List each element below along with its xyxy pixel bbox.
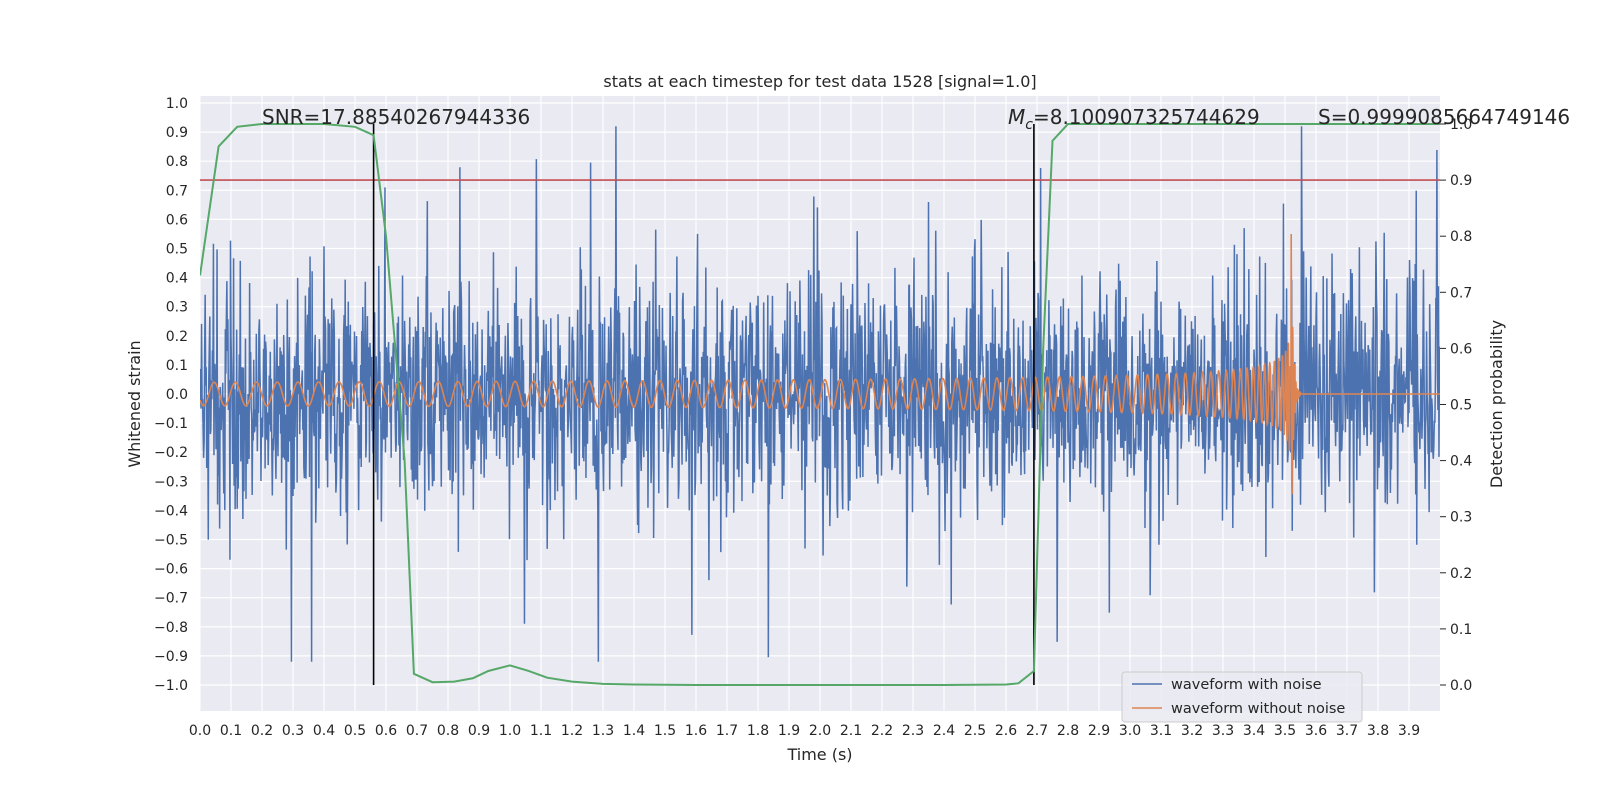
y-left-tick-label: 0.6 [166,212,188,228]
x-tick-label: 3.3 [1212,723,1234,739]
y-left-tick-label: −0.9 [154,649,188,665]
x-tick-label: 1.6 [685,723,707,739]
legend-label-noise: waveform with noise [1171,677,1322,693]
x-tick-label: 1.9 [778,723,800,739]
x-tick-label: 0.1 [220,723,242,739]
y-right-tick-label: 0.3 [1450,510,1472,526]
x-tick-label: 1.7 [716,723,738,739]
y-left-axis-ticks: 1.0 0.9 0.8 0.7 0.6 0.5 0.4 0.3 0.2 0.1 0.0 −0.1 −0.… [154,96,188,694]
legend-label-chirp: waveform without noise [1171,701,1345,717]
x-axis-ticks: 0.0 0.1 0.2 0.3 0.4 0.5 0.6 0.7 0.8 0.9 1.0 1.1 1.2 1… [189,723,1420,739]
x-tick-label: 2.8 [1057,723,1079,739]
x-tick-label: 3.6 [1305,723,1327,739]
legend-box [1121,671,1363,723]
y-right-axis-ticks: 1.0 0.9 0.8 0.7 0.6 0.5 0.4 0.3 0.2 0.1 0.0 [1440,117,1472,694]
x-tick-label: 2.9 [1088,723,1110,739]
y-left-tick-label: 0.0 [166,387,188,403]
x-tick-label: 0.3 [282,723,304,739]
y-left-tick-label: −0.1 [154,416,188,432]
y-left-tick-label: 0.2 [166,329,188,345]
x-tick-label: 1.2 [561,723,583,739]
x-tick-label: 3.4 [1243,723,1265,739]
series-waveform-without-noise [200,233,1440,495]
y-left-tick-label: 0.1 [166,358,188,374]
x-tick-label: 0.5 [344,723,366,739]
x-tick-label: 2.4 [933,723,955,739]
y-left-tick-label: −1.0 [154,678,188,694]
y-left-tick-label: −0.3 [154,474,188,490]
x-tick-label: 1.3 [592,723,614,739]
y-left-tick-label: 0.8 [166,154,188,170]
x-tick-label: 3.5 [1274,723,1296,739]
x-tick-label: 2.2 [871,723,893,739]
x-axis-label: Time (s) [786,745,852,764]
chart-title: stats at each timestep for test data 152… [603,72,1036,91]
x-tick-label: 1.1 [530,723,552,739]
y-left-tick-label: −0.4 [154,503,188,519]
x-tick-label: 3.9 [1398,723,1420,739]
snr-annotation: SNR=17.88540267944336 [262,105,530,129]
y-right-axis-label: Detection probability [1487,320,1506,488]
y-left-tick-label: 0.9 [166,125,188,141]
y-left-tick-label: −0.8 [154,620,188,636]
y-left-tick-label: 1.0 [166,96,188,112]
overlay [200,123,1440,686]
y-right-tick-label: 0.9 [1450,173,1472,189]
x-tick-label: 2.0 [809,723,831,739]
legend: waveform with noise waveform without noi… [1121,671,1363,723]
x-tick-label: 0.4 [313,723,335,739]
y-left-tick-label: 0.5 [166,242,188,258]
x-tick-label: 1.8 [747,723,769,739]
x-tick-label: 2.1 [840,723,862,739]
x-tick-label: 2.6 [995,723,1017,739]
x-tick-label: 0.9 [468,723,490,739]
x-tick-label: 3.0 [1119,723,1141,739]
y-left-tick-label: −0.7 [154,591,188,607]
x-tick-label: 2.7 [1026,723,1048,739]
x-tick-label: 1.0 [499,723,521,739]
chirp-line [200,233,1440,495]
y-right-tick-label: 0.6 [1450,341,1472,357]
x-tick-label: 3.8 [1367,723,1389,739]
y-right-tick-label: 0.1 [1450,622,1472,638]
x-tick-label: 3.1 [1150,723,1172,739]
chirp-mass-value: =8.100907325744629 [1033,105,1260,129]
x-tick-label: 0.8 [437,723,459,739]
y-right-tick-label: 1.0 [1450,117,1472,133]
y-left-axis-label: Whitened strain [125,340,144,467]
y-left-tick-label: 0.3 [166,300,188,316]
x-tick-label: 3.2 [1181,723,1203,739]
y-left-tick-label: −0.2 [154,445,188,461]
y-right-tick-label: 0.2 [1450,566,1472,582]
chirp-mass-symbol: M [1008,105,1025,129]
x-tick-label: 2.3 [902,723,924,739]
chirp-mass-annotation: Mc=8.100907325744629 [1008,105,1260,133]
y-left-tick-label: 0.7 [166,183,188,199]
x-tick-label: 1.5 [654,723,676,739]
y-left-tick-label: −0.5 [154,533,188,549]
chirp-mass-subscript: c [1025,117,1033,133]
y-right-tick-label: 0.8 [1450,229,1472,245]
y-left-tick-label: 0.4 [166,271,188,287]
x-tick-label: 0.6 [375,723,397,739]
y-right-tick-label: 0.4 [1450,454,1472,470]
s-annotation: S=0.9999085664749146 [1318,105,1570,129]
x-tick-label: 1.4 [623,723,645,739]
y-right-tick-label: 0.5 [1450,398,1472,414]
x-tick-label: 0.0 [189,723,211,739]
y-right-tick-label: 0.7 [1450,285,1472,301]
y-left-tick-label: −0.6 [154,562,188,578]
y-right-tick-label: 0.0 [1450,678,1472,694]
x-tick-label: 3.7 [1336,723,1358,739]
x-tick-label: 0.7 [406,723,428,739]
x-tick-label: 0.2 [251,723,273,739]
probability-line [200,123,1440,686]
x-tick-label: 2.5 [964,723,986,739]
